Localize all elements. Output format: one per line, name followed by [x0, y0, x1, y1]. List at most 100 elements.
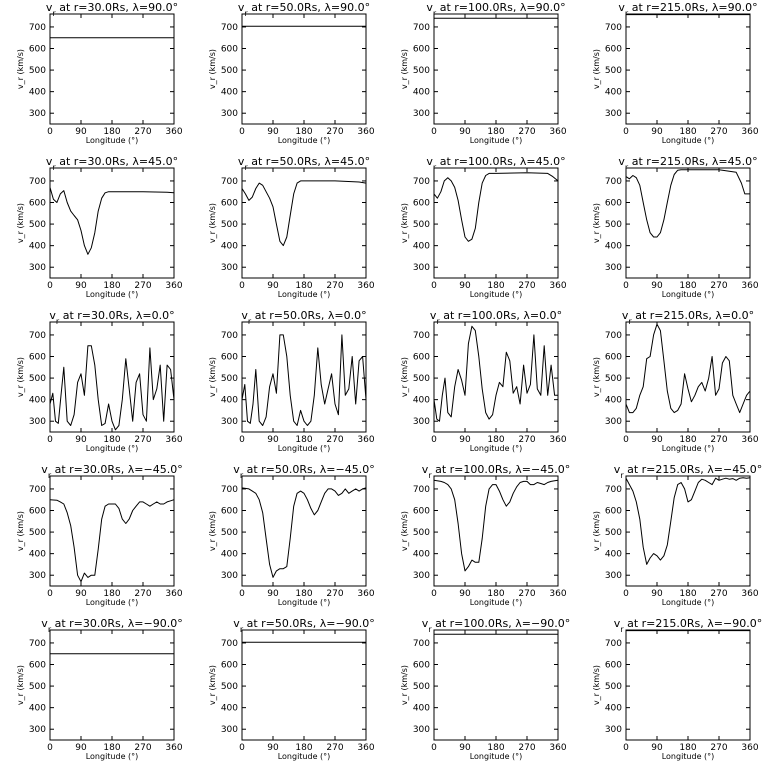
- x-axis-label: Longitude (°): [278, 752, 331, 761]
- x-tick-label: 0: [431, 743, 437, 753]
- x-tick-label: 270: [518, 743, 535, 753]
- chart-panel: vr at r=215.0Rs, λ=−90.0° 0 90 180 270 360 300…: [592, 617, 762, 761]
- y-tick-label: 700: [29, 485, 46, 495]
- y-tick-label: 700: [221, 177, 238, 187]
- x-tick-label: 270: [710, 589, 727, 599]
- y-tick-label: 600: [221, 45, 238, 55]
- y-tick-label: 400: [605, 396, 622, 406]
- y-axis-label: v_r (km/s): [400, 357, 409, 397]
- series-line: [241, 180, 367, 247]
- x-tick-label: 0: [47, 281, 53, 291]
- y-tick-label: 700: [413, 485, 430, 495]
- panel-title: vr at r=30.0Rs, λ=0.0°: [49, 309, 174, 326]
- x-tick-label: 90: [459, 281, 471, 291]
- x-tick-label: 90: [267, 743, 279, 753]
- panel-title: vr at r=100.0Rs, λ=−45.0°: [422, 463, 570, 480]
- y-axis-label: v_r (km/s): [400, 49, 409, 89]
- y-tick-label: 300: [29, 417, 46, 427]
- y-tick-label: 500: [605, 220, 622, 230]
- panel-title: vr at r=30.0Rs, λ=90.0°: [46, 1, 178, 18]
- chart-panel: vr at r=100.0Rs, λ=90.0° 0 90 180 270 360 300 4…: [400, 1, 567, 145]
- series-line: [625, 323, 751, 414]
- x-tick-label: 180: [295, 743, 312, 753]
- plot-frame: [49, 321, 175, 433]
- y-tick-label: 600: [413, 199, 430, 209]
- y-axis-label: v_r (km/s): [16, 357, 25, 397]
- x-tick-label: 180: [487, 281, 504, 291]
- y-tick-label: 700: [221, 639, 238, 649]
- y-tick-label: 300: [221, 417, 238, 427]
- x-axis-label: Longitude (°): [662, 598, 715, 607]
- series-line: [433, 325, 558, 422]
- y-tick-label: 700: [605, 485, 622, 495]
- y-tick-label: 300: [605, 571, 622, 581]
- y-tick-label: 700: [29, 23, 46, 33]
- x-tick-label: 90: [267, 127, 279, 137]
- x-tick-label: 90: [459, 589, 471, 599]
- panel-title: vr at r=50.0Rs, λ=−90.0°: [233, 617, 374, 634]
- x-axis-label: Longitude (°): [662, 290, 715, 299]
- y-tick-label: 500: [221, 374, 238, 384]
- y-tick-label: 300: [221, 725, 238, 735]
- x-tick-label: 360: [357, 281, 374, 291]
- x-tick-label: 180: [103, 589, 120, 599]
- y-tick-label: 500: [29, 374, 46, 384]
- x-tick-label: 180: [295, 281, 312, 291]
- x-tick-label: 360: [741, 589, 758, 599]
- plot-frame: [49, 629, 175, 741]
- x-tick-label: 360: [357, 589, 374, 599]
- x-tick-label: 180: [679, 127, 696, 137]
- y-tick-label: 600: [605, 507, 622, 517]
- plot-frame: [625, 629, 751, 741]
- x-tick-label: 360: [549, 435, 566, 445]
- y-tick-label: 500: [413, 682, 430, 692]
- y-tick-label: 500: [29, 220, 46, 230]
- x-tick-label: 180: [679, 589, 696, 599]
- panel-title: vr at r=30.0Rs, λ=45.0°: [46, 155, 178, 172]
- chart-panel: vr at r=215.0Rs, λ=0.0° 0 90 180 270 360 300 40…: [592, 309, 759, 453]
- panel-title: vr at r=30.0Rs, λ=−45.0°: [41, 463, 182, 480]
- x-tick-label: 360: [741, 281, 758, 291]
- y-tick-label: 400: [29, 550, 46, 560]
- plot-frame: [433, 629, 559, 741]
- x-tick-label: 180: [103, 281, 120, 291]
- y-tick-label: 500: [221, 66, 238, 76]
- y-tick-label: 300: [413, 263, 430, 273]
- x-tick-label: 270: [710, 435, 727, 445]
- y-tick-label: 400: [413, 242, 430, 252]
- x-tick-label: 270: [518, 281, 535, 291]
- y-axis-label: v_r (km/s): [400, 203, 409, 243]
- y-tick-label: 600: [29, 45, 46, 55]
- y-tick-label: 500: [29, 66, 46, 76]
- y-axis-label: v_r (km/s): [400, 511, 409, 551]
- y-tick-label: 700: [413, 23, 430, 33]
- y-tick-label: 300: [413, 417, 430, 427]
- x-tick-label: 90: [651, 435, 663, 445]
- y-tick-label: 700: [605, 23, 622, 33]
- plot-frame: [433, 13, 559, 125]
- y-tick-label: 300: [29, 263, 46, 273]
- panel-title: vr at r=215.0Rs, λ=0.0°: [622, 309, 754, 326]
- series-line: [241, 334, 367, 426]
- x-axis-label: Longitude (°): [86, 444, 139, 453]
- plot-frame: [241, 475, 367, 587]
- panel-title: vr at r=50.0Rs, λ=−45.0°: [233, 463, 374, 480]
- x-tick-label: 270: [134, 589, 151, 599]
- plot-frame: [241, 13, 367, 125]
- x-axis-label: Longitude (°): [278, 598, 331, 607]
- x-tick-label: 90: [651, 743, 663, 753]
- x-tick-label: 180: [295, 589, 312, 599]
- x-tick-label: 0: [239, 435, 245, 445]
- x-tick-label: 90: [651, 589, 663, 599]
- chart-panel: vr at r=50.0Rs, λ=−45.0° 0 90 180 270 360 300 4…: [208, 463, 375, 607]
- x-tick-label: 0: [47, 127, 53, 137]
- chart-panel: vr at r=30.0Rs, λ=−90.0° 0 90 180 270 360 300 4…: [16, 617, 183, 761]
- y-tick-label: 700: [221, 331, 238, 341]
- x-tick-label: 360: [165, 743, 182, 753]
- chart-panel: vr at r=215.0Rs, λ=90.0° 0 90 180 270 360 300 4…: [592, 1, 759, 145]
- x-tick-label: 360: [357, 127, 374, 137]
- x-axis-label: Longitude (°): [86, 752, 139, 761]
- y-tick-label: 400: [605, 704, 622, 714]
- y-tick-label: 700: [29, 331, 46, 341]
- x-tick-label: 180: [679, 743, 696, 753]
